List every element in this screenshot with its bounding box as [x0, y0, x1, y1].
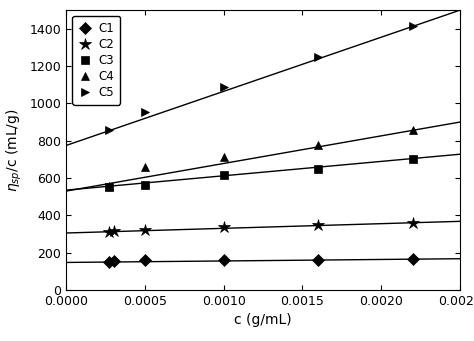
C4 — [315, 143, 321, 147]
Legend: C1, C2, C3, C4, C5: C1, C2, C3, C4, C5 — [72, 16, 120, 105]
C3 — [221, 173, 227, 177]
C1 — [111, 259, 117, 263]
C1 — [315, 257, 321, 262]
C1 — [106, 260, 112, 264]
C4 — [410, 129, 415, 133]
C3 — [315, 167, 321, 171]
C4 — [142, 165, 148, 169]
Line: C2: C2 — [102, 217, 419, 238]
C2 — [111, 229, 117, 233]
C1 — [142, 258, 148, 263]
C2 — [315, 223, 321, 227]
C2 — [142, 228, 148, 232]
C4 — [221, 154, 227, 159]
C2 — [106, 230, 112, 234]
X-axis label: c (g/mL): c (g/mL) — [234, 313, 292, 327]
C5 — [315, 55, 321, 59]
C1 — [410, 257, 415, 261]
C3 — [410, 157, 415, 161]
C5 — [410, 24, 415, 28]
C5 — [142, 110, 148, 114]
C1 — [221, 258, 227, 262]
C4 — [106, 184, 112, 189]
Line: C3: C3 — [105, 155, 417, 192]
Line: C4: C4 — [105, 126, 417, 191]
C2 — [221, 225, 227, 229]
C5 — [221, 85, 227, 89]
C3 — [106, 185, 112, 189]
Line: C1: C1 — [105, 255, 417, 266]
Y-axis label: $\eta_{sp}$/c (mL/g): $\eta_{sp}$/c (mL/g) — [5, 108, 24, 192]
C2 — [410, 221, 415, 225]
Line: C5: C5 — [105, 22, 417, 134]
C3 — [142, 182, 148, 187]
C5 — [106, 128, 112, 132]
